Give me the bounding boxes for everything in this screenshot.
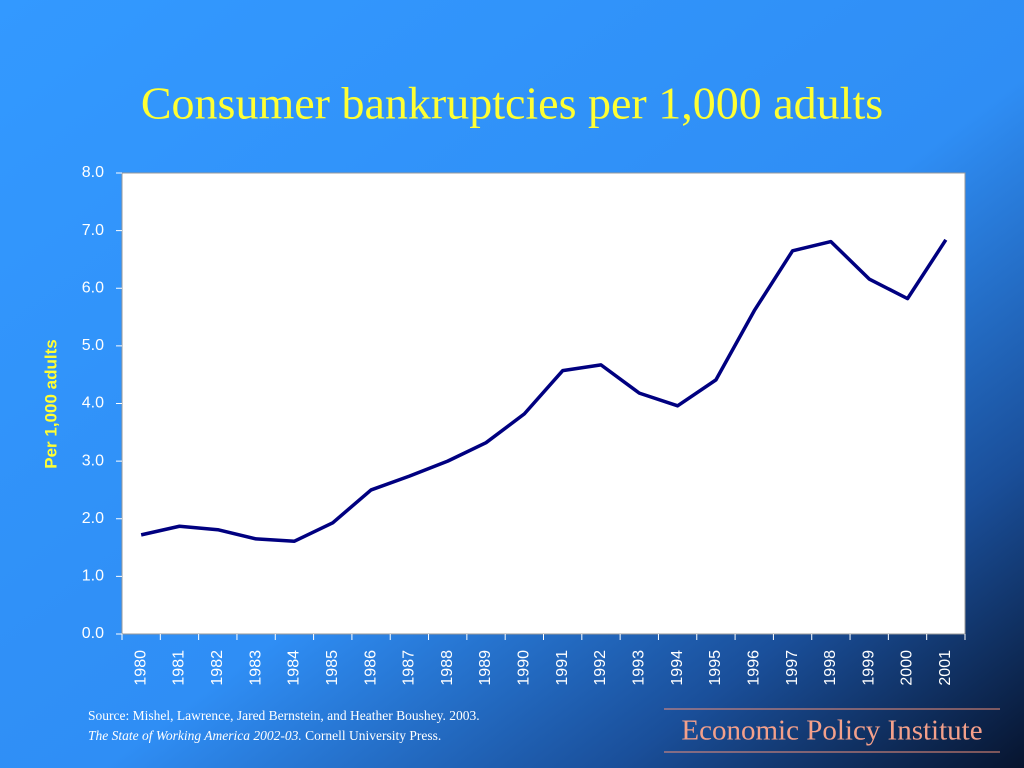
- chart-title: Consumer bankruptcies per 1,000 adults: [141, 78, 883, 129]
- y-tick-label: 6.0: [82, 279, 104, 296]
- source-line: The State of Working America 2002-03. Co…: [88, 728, 441, 743]
- x-tick-label: 1996: [745, 650, 762, 686]
- y-tick-label: 1.0: [82, 568, 104, 585]
- y-tick-label: 8.0: [82, 164, 104, 181]
- x-tick-label: 1994: [669, 650, 686, 686]
- x-tick-label: 1987: [401, 650, 418, 686]
- x-tick-label: 2001: [937, 650, 954, 686]
- x-tick-label: 1990: [516, 650, 533, 686]
- x-tick-label: 1980: [132, 650, 149, 686]
- x-tick-label: 1991: [554, 650, 571, 686]
- x-tick-label: 1986: [362, 650, 379, 686]
- y-tick-label: 5.0: [82, 337, 104, 354]
- x-tick-label: 1992: [592, 650, 609, 686]
- x-tick-label: 1989: [477, 650, 494, 686]
- x-tick-label: 1985: [324, 650, 341, 686]
- x-tick-label: 1988: [439, 650, 456, 686]
- y-tick-label: 4.0: [82, 395, 104, 412]
- y-axis-label: Per 1,000 adults: [41, 339, 60, 468]
- plot-area: [121, 172, 966, 635]
- y-tick-label: 7.0: [82, 222, 104, 239]
- x-tick-label: 1983: [247, 650, 264, 686]
- x-tick-label: 1998: [822, 650, 839, 686]
- source-rest: Cornell University Press.: [302, 728, 442, 743]
- x-tick-label: 1981: [171, 650, 188, 686]
- x-tick-label: 1984: [286, 650, 303, 686]
- x-tick-label: 1982: [209, 650, 226, 686]
- source-line: Source: Mishel, Lawrence, Jared Bernstei…: [88, 708, 480, 723]
- source-italic: The State of Working America 2002-03.: [88, 728, 302, 743]
- x-tick-label: 1999: [860, 650, 877, 686]
- x-tick-label: 1997: [784, 650, 801, 686]
- x-tick-label: 2000: [899, 650, 916, 686]
- y-tick-label: 2.0: [82, 510, 104, 527]
- x-tick-label: 1993: [631, 650, 648, 686]
- x-tick-label: 1995: [707, 650, 724, 686]
- data-line: [140, 238, 948, 543]
- logo: Economic Policy Institute: [681, 715, 982, 747]
- y-tick-label: 0.0: [82, 625, 104, 642]
- y-tick-label: 3.0: [82, 452, 104, 469]
